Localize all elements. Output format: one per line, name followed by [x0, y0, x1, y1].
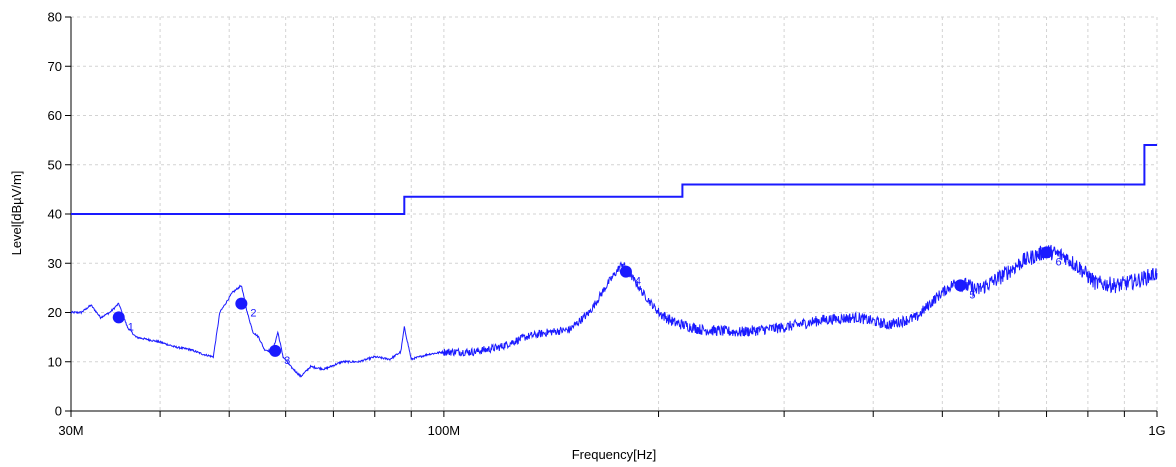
y-tick-label: 80: [48, 10, 62, 25]
marker-point: [954, 279, 967, 292]
axes: [65, 16, 1158, 417]
y-tick-label: 0: [55, 404, 62, 419]
y-tick-label: 10: [48, 354, 62, 369]
series-group: [70, 144, 1158, 378]
marker-label: 3: [284, 355, 290, 367]
y-tick-label: 40: [48, 207, 62, 222]
y-tick-label: 50: [48, 157, 62, 172]
y-axis-title: Level[dBµV/m]: [9, 171, 24, 256]
marker-point: [235, 297, 248, 310]
marker-point: [112, 311, 125, 324]
marker-label: 6: [1056, 256, 1062, 268]
marker-point: [269, 344, 282, 357]
x-axis-title: Frequency[Hz]: [572, 447, 657, 462]
x-tick-label: 30M: [58, 423, 83, 438]
marker-label: 2: [250, 308, 256, 320]
markers-group: 1 2 3 4 5 6: [112, 246, 1062, 367]
y-tick-labels: 0 10 20 30 40 50 60 70 80: [48, 10, 62, 419]
y-tick-label: 70: [48, 59, 62, 74]
marker-point: [619, 265, 632, 278]
y-tick-label: 60: [48, 108, 62, 123]
x-tick-label: 100M: [428, 423, 461, 438]
limit-line: [71, 144, 1157, 215]
y-tick-label: 30: [48, 256, 62, 271]
x-tick-label: 1G: [1148, 423, 1165, 438]
measurement-line: [70, 244, 1158, 378]
marker-point: [1040, 246, 1053, 259]
y-tick-label: 20: [48, 305, 62, 320]
marker-label: 5: [969, 289, 975, 301]
marker-label: 4: [635, 276, 641, 288]
marker-label: 1: [128, 321, 134, 333]
x-tick-labels: 30M 100M 1G: [58, 423, 1165, 438]
